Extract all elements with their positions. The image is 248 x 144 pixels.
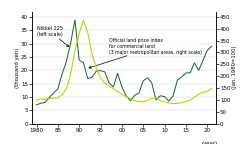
Text: (year): (year) (202, 141, 218, 144)
Text: Official land price index
for commercial land
(3 major metropolitan areas, right: Official land price index for commercial… (89, 38, 202, 68)
Text: Nikkei 225
(left scale): Nikkei 225 (left scale) (37, 26, 69, 47)
Y-axis label: (thousand yen): (thousand yen) (15, 48, 20, 88)
Y-axis label: (Jan. 1980=100): (Jan. 1980=100) (232, 46, 237, 89)
